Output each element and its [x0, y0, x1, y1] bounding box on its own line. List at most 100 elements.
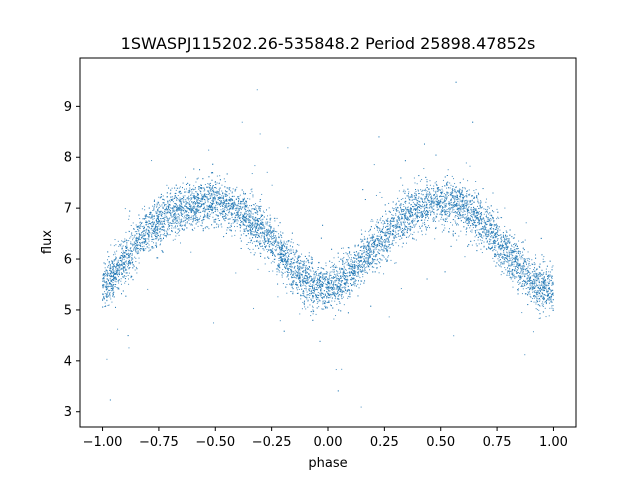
data-point — [477, 239, 479, 241]
data-point — [160, 205, 162, 207]
data-point — [206, 209, 208, 211]
data-point — [177, 198, 179, 200]
data-point — [251, 234, 253, 236]
data-point — [265, 221, 267, 223]
data-point — [420, 214, 422, 216]
data-point — [180, 225, 182, 227]
data-point — [111, 290, 113, 292]
data-point — [369, 255, 371, 257]
data-point — [538, 272, 540, 274]
data-point — [154, 204, 156, 206]
data-point — [509, 241, 511, 243]
data-point — [237, 204, 239, 206]
data-point — [440, 199, 442, 201]
data-point — [172, 215, 174, 217]
data-point — [429, 206, 431, 208]
data-point — [468, 194, 470, 196]
data-point — [464, 196, 466, 198]
data-point — [230, 198, 232, 200]
data-point — [310, 256, 312, 258]
data-point — [279, 255, 281, 257]
data-point — [325, 288, 327, 290]
data-point — [379, 266, 381, 268]
data-point — [416, 201, 418, 203]
data-point — [188, 223, 190, 225]
data-point — [473, 213, 475, 215]
data-point — [479, 239, 481, 241]
data-point — [469, 165, 471, 167]
data-point — [274, 237, 276, 239]
data-point — [277, 269, 279, 271]
data-point — [449, 210, 451, 212]
data-point — [199, 200, 201, 202]
data-point — [190, 251, 192, 253]
data-point — [501, 263, 503, 265]
data-point — [502, 234, 504, 236]
data-point — [163, 234, 165, 236]
data-point — [521, 242, 523, 244]
data-point — [333, 271, 335, 273]
data-point — [296, 289, 298, 291]
data-point — [294, 271, 296, 273]
data-point — [507, 272, 509, 274]
data-point — [419, 212, 420, 214]
data-point — [232, 202, 234, 204]
data-point — [531, 281, 533, 283]
data-point — [306, 279, 308, 281]
data-point — [542, 284, 544, 286]
data-point — [136, 272, 138, 274]
data-point — [280, 241, 282, 243]
data-point — [220, 214, 222, 216]
data-point — [378, 240, 380, 242]
data-point — [153, 206, 155, 208]
data-point — [480, 202, 482, 204]
data-point — [125, 250, 127, 252]
data-point — [147, 223, 149, 225]
data-point — [320, 294, 322, 296]
data-point — [503, 272, 505, 274]
data-point — [226, 205, 228, 207]
data-point — [203, 194, 205, 196]
data-point — [454, 216, 456, 218]
data-point — [483, 208, 485, 210]
data-point — [542, 293, 544, 295]
data-point — [514, 249, 516, 251]
data-point — [386, 229, 388, 231]
data-point — [552, 308, 554, 310]
data-point — [170, 207, 172, 209]
data-point — [244, 193, 246, 195]
data-point — [116, 250, 118, 252]
data-point — [478, 229, 480, 231]
data-point — [409, 216, 411, 218]
data-point — [527, 275, 529, 277]
data-point — [216, 195, 218, 197]
data-point — [433, 199, 435, 201]
data-point — [302, 265, 304, 267]
data-point — [540, 289, 542, 291]
data-point — [225, 216, 227, 218]
data-point — [399, 224, 401, 226]
data-point — [490, 227, 492, 229]
data-point — [543, 276, 545, 278]
data-point — [128, 256, 130, 258]
data-point — [510, 278, 512, 280]
data-point — [180, 212, 182, 214]
data-point — [533, 269, 535, 271]
data-point — [135, 248, 137, 250]
data-point — [338, 288, 340, 290]
data-point — [275, 268, 277, 270]
data-point — [141, 208, 143, 210]
data-point — [527, 251, 529, 253]
data-point — [522, 266, 524, 268]
data-point — [183, 210, 185, 212]
data-point — [494, 235, 496, 237]
data-point — [389, 250, 391, 252]
data-point — [308, 252, 310, 254]
data-point — [219, 187, 221, 189]
data-point — [391, 242, 393, 244]
data-point — [352, 264, 354, 266]
data-point — [446, 192, 448, 194]
data-point — [508, 257, 510, 259]
data-point — [213, 197, 215, 199]
data-point — [533, 262, 535, 264]
